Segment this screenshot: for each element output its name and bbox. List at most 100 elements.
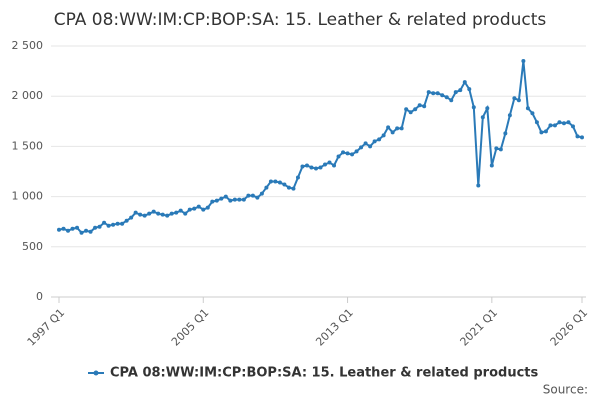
point — [530, 111, 535, 116]
point — [120, 221, 125, 226]
y-tick-label: 1 500 — [12, 139, 44, 152]
point — [345, 151, 350, 156]
point — [516, 98, 521, 103]
point — [246, 193, 251, 198]
point — [390, 130, 395, 135]
point — [192, 206, 197, 211]
point — [57, 227, 61, 232]
point — [196, 204, 201, 209]
point — [422, 104, 427, 109]
point — [300, 164, 305, 169]
point — [462, 80, 467, 85]
point — [111, 222, 116, 227]
point — [237, 197, 242, 202]
point — [512, 96, 517, 101]
point — [223, 194, 228, 199]
point — [183, 211, 188, 216]
point — [304, 163, 309, 168]
point — [359, 145, 364, 150]
point — [480, 115, 485, 120]
point — [268, 179, 273, 184]
point — [561, 121, 566, 126]
point — [160, 212, 165, 217]
point — [129, 215, 134, 220]
point — [395, 126, 400, 131]
chart-title: CPA 08:WW:IM:CP:BOP:SA: 15. Leather & re… — [54, 10, 547, 30]
point — [156, 211, 161, 216]
point — [485, 106, 490, 111]
point — [219, 196, 224, 201]
point — [228, 198, 233, 203]
x-tick-label: 1997 Q1 — [25, 306, 68, 349]
point — [467, 87, 472, 92]
point — [543, 129, 548, 134]
point — [115, 221, 120, 226]
point — [381, 133, 386, 138]
point — [232, 197, 237, 202]
point — [124, 218, 129, 223]
point — [309, 165, 314, 170]
x-tick-label: 2013 Q1 — [313, 306, 356, 349]
point — [363, 141, 368, 146]
point — [282, 182, 287, 187]
point — [323, 162, 328, 167]
point — [444, 95, 449, 100]
point — [413, 107, 418, 112]
point — [151, 209, 156, 214]
y-tick-label: 0 — [36, 290, 43, 303]
x-tick-label: 2026 Q1 — [548, 306, 591, 349]
point — [133, 210, 138, 215]
point — [580, 135, 584, 140]
point — [295, 175, 300, 180]
point — [377, 137, 382, 142]
point — [169, 211, 174, 216]
point — [575, 134, 580, 139]
point — [458, 88, 463, 93]
point — [498, 147, 503, 152]
point — [291, 186, 296, 191]
point — [539, 130, 544, 135]
point — [566, 120, 571, 125]
point — [503, 131, 508, 136]
point — [494, 146, 499, 151]
point — [534, 120, 539, 125]
point — [440, 93, 445, 98]
point — [318, 165, 323, 170]
point — [372, 139, 377, 144]
point — [210, 199, 215, 204]
point — [106, 223, 111, 228]
point — [286, 185, 291, 190]
point — [138, 212, 143, 217]
point — [354, 149, 359, 154]
point — [404, 107, 409, 112]
point — [70, 226, 75, 231]
y-tick-label: 2 000 — [12, 89, 44, 102]
point — [408, 110, 413, 115]
point — [147, 211, 152, 216]
x-tick-label: 2005 Q1 — [169, 306, 212, 349]
point — [552, 123, 557, 128]
point — [273, 179, 278, 184]
legend-label: CPA 08:WW:IM:CP:BOP:SA: 15. Leather & re… — [110, 366, 539, 381]
point — [507, 113, 512, 118]
point — [205, 205, 210, 210]
point — [201, 207, 206, 212]
point — [66, 228, 71, 233]
point — [341, 150, 346, 155]
point — [97, 224, 102, 229]
source: Source: — [543, 383, 588, 397]
point — [187, 207, 192, 212]
point — [368, 144, 373, 149]
point — [399, 126, 404, 131]
point — [557, 120, 562, 125]
point — [241, 197, 246, 202]
point — [79, 230, 84, 235]
point — [453, 90, 458, 95]
point — [570, 124, 575, 129]
point — [336, 154, 341, 159]
point — [332, 163, 337, 168]
point — [489, 163, 494, 168]
point — [174, 210, 179, 215]
point — [259, 191, 264, 196]
point — [142, 213, 147, 218]
